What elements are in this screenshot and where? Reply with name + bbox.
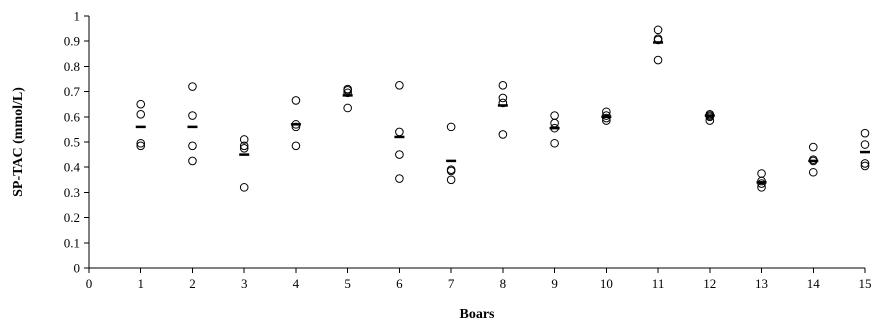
x-tick-label: 10 bbox=[600, 276, 613, 291]
data-point bbox=[757, 169, 766, 178]
data-point bbox=[395, 127, 404, 137]
data-point bbox=[291, 141, 301, 151]
data-point bbox=[188, 156, 197, 166]
data-point bbox=[343, 86, 352, 95]
data-point bbox=[343, 88, 352, 98]
data-point bbox=[550, 118, 559, 128]
data-point bbox=[291, 120, 301, 129]
x-tick-label: 5 bbox=[344, 276, 351, 291]
data-point bbox=[602, 116, 611, 125]
data-point bbox=[395, 150, 404, 159]
x-axis-ticks: 0 1 2 3 4 5 6 7 8 9 10 11 12 13 14 15 bbox=[86, 268, 872, 291]
y-axis-title: SP-TAC (mmol/L) bbox=[11, 87, 26, 197]
data-point bbox=[136, 138, 146, 148]
data-point bbox=[653, 25, 663, 35]
y-tick-label: 0 bbox=[74, 261, 81, 276]
data-point bbox=[550, 111, 559, 120]
data-point bbox=[498, 130, 508, 139]
data-point bbox=[136, 109, 146, 119]
x-tick-label: 0 bbox=[86, 276, 93, 291]
y-tick-label: 0.7 bbox=[64, 84, 81, 99]
y-tick-label: 0.5 bbox=[64, 135, 80, 150]
y-tick-label: 0.9 bbox=[64, 34, 80, 49]
data-point bbox=[498, 93, 508, 103]
data-point bbox=[860, 128, 870, 138]
data-point bbox=[239, 144, 249, 153]
data-point bbox=[550, 123, 559, 133]
data-point bbox=[446, 122, 456, 132]
data-point bbox=[808, 167, 818, 177]
x-tick-label: 9 bbox=[551, 276, 558, 291]
data-point bbox=[757, 176, 766, 186]
data-point bbox=[808, 142, 818, 152]
x-tick-label: 12 bbox=[703, 276, 716, 291]
x-tick-label: 8 bbox=[500, 276, 507, 291]
data-point bbox=[860, 159, 870, 168]
x-axis-title: Boars bbox=[460, 307, 496, 322]
y-tick-label: 0.8 bbox=[64, 59, 80, 74]
data-point bbox=[550, 138, 559, 148]
data-point bbox=[860, 161, 870, 171]
data-point bbox=[653, 35, 663, 45]
data-point bbox=[446, 166, 456, 176]
data-point bbox=[602, 111, 611, 120]
x-tick-label: 1 bbox=[137, 276, 144, 291]
data-point bbox=[136, 99, 146, 109]
y-axis-ticks: 0 0.1 0.2 0.3 0.4 0.5 0.6 0.7 0.8 0.9 1 bbox=[64, 9, 89, 276]
data-point bbox=[291, 122, 301, 132]
x-tick-label: 7 bbox=[448, 276, 455, 291]
y-tick-label: 0.1 bbox=[64, 235, 80, 250]
y-tick-label: 0.6 bbox=[64, 109, 81, 124]
data-point bbox=[498, 81, 508, 90]
data-point bbox=[602, 107, 611, 117]
x-tick-label: 13 bbox=[755, 276, 768, 291]
data-point bbox=[757, 183, 766, 192]
data-point bbox=[446, 175, 456, 185]
y-tick-label: 0.4 bbox=[64, 160, 81, 175]
x-tick-label: 3 bbox=[241, 276, 248, 291]
y-tick-label: 1 bbox=[74, 9, 81, 24]
y-tick-label: 0.2 bbox=[64, 210, 80, 225]
data-point bbox=[395, 81, 404, 90]
data-point bbox=[705, 112, 715, 122]
data-point bbox=[602, 113, 611, 123]
data-point bbox=[757, 179, 766, 188]
data-point bbox=[136, 141, 146, 151]
data-points bbox=[136, 25, 870, 192]
data-point bbox=[498, 98, 508, 108]
data-point bbox=[188, 82, 197, 91]
data-point bbox=[808, 156, 818, 166]
x-tick-label: 2 bbox=[189, 276, 196, 291]
data-point bbox=[860, 140, 870, 149]
data-point bbox=[239, 135, 249, 144]
data-point bbox=[239, 183, 249, 192]
data-point bbox=[291, 96, 301, 105]
data-point bbox=[188, 141, 197, 151]
data-point bbox=[239, 141, 249, 151]
x-tick-label: 4 bbox=[293, 276, 300, 291]
x-tick-label: 11 bbox=[652, 276, 665, 291]
data-point bbox=[343, 103, 352, 113]
x-tick-label: 6 bbox=[396, 276, 403, 291]
x-tick-label: 14 bbox=[807, 276, 821, 291]
data-point bbox=[188, 111, 197, 120]
y-tick-label: 0.3 bbox=[64, 185, 80, 200]
mean-markers bbox=[135, 41, 870, 184]
data-point bbox=[653, 55, 663, 65]
x-tick-label: 15 bbox=[859, 276, 872, 291]
data-point bbox=[705, 116, 715, 125]
data-point bbox=[395, 174, 404, 183]
